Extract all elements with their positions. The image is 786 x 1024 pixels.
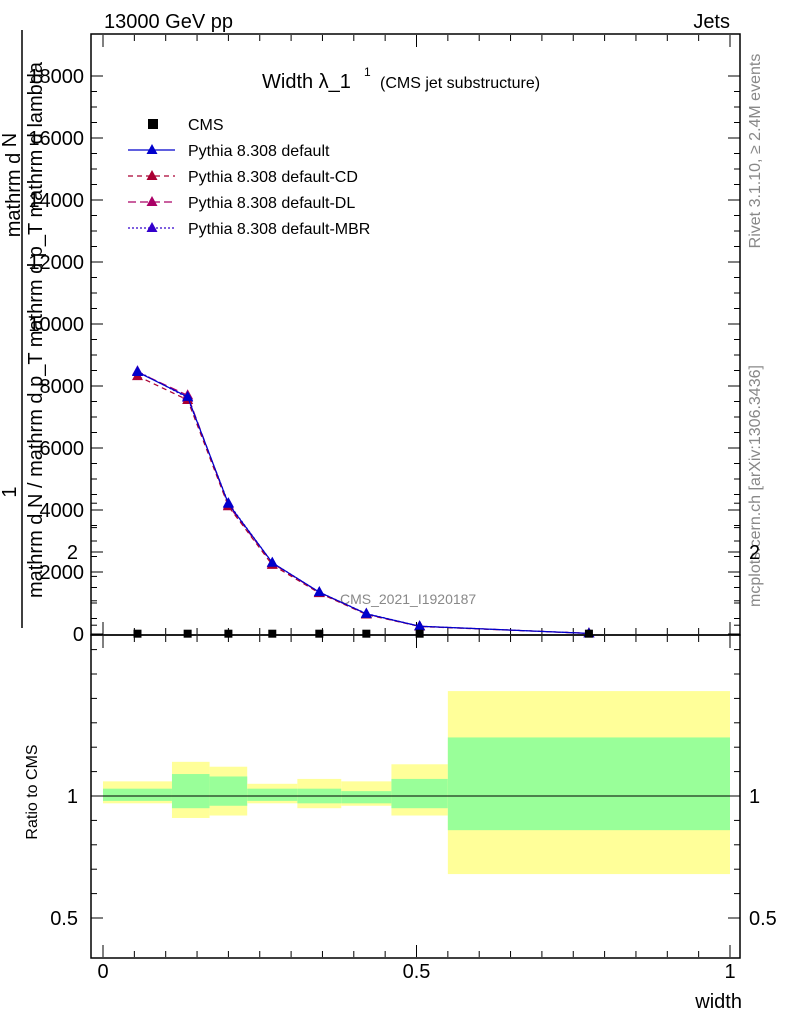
main-y-tick-label: 12000 (28, 252, 84, 274)
main-series (131, 365, 595, 638)
data-point-marker (315, 629, 324, 638)
ratio-stat-band (209, 776, 248, 806)
legend-label: Pythia 8.308 default (188, 143, 330, 160)
main-y-ticks: 0 2000 4000 6000 8000 10000 12000 14000 16000 180… (28, 66, 740, 646)
title-sup: 1 (364, 65, 371, 79)
main-x-ticks (102, 35, 731, 634)
ratio-stat-band (341, 791, 392, 804)
mcplots-label: mcplots.cern.ch [arXiv:1306.3436] (747, 365, 764, 607)
legend-marker (146, 196, 158, 206)
main-y-tick-label: 0 (73, 624, 84, 646)
title-sub: (CMS jet substructure) (380, 75, 540, 92)
ratio-y-tick-label-right: 0.5 (749, 908, 777, 930)
main-y-tick-label: 2000 (40, 562, 85, 584)
ratio-y-tick-label-left: 1 (67, 786, 78, 808)
y-label-top-1: mathrm d (3, 153, 25, 237)
plot-title: Width λ_1 1 (CMS jet substructure) (262, 65, 540, 93)
ratio-stat-band (103, 788, 172, 801)
series-marker (222, 497, 234, 508)
series-marker (360, 607, 372, 618)
ratio-bands (103, 691, 730, 875)
legend-label: CMS (188, 117, 224, 134)
x-tick-label: 0.5 (403, 961, 431, 983)
series-marker (182, 390, 194, 401)
legend-marker (146, 144, 158, 154)
data-point-marker (415, 629, 424, 638)
legend-marker (146, 222, 158, 232)
legend-label: Pythia 8.308 default-CD (188, 169, 358, 186)
main-y-tick-label: 10000 (28, 314, 84, 336)
main-y-tick-label: 8000 (40, 376, 85, 398)
y-axis-label: 1 mathrm d N / mathrm d p_T mathrm d p_T… (0, 30, 47, 628)
legend-marker (148, 119, 158, 129)
rivet-label: Rivet 3.1.10, ≥ 2.4M events (747, 54, 764, 249)
ratio-stat-band (171, 774, 210, 809)
ratio-stat-band (391, 778, 448, 809)
series-marker (313, 586, 325, 597)
header-right: Jets (693, 11, 730, 33)
analysis-watermark: CMS_2021_I1920187 (340, 591, 476, 607)
main-y-tick-label: 14000 (28, 190, 84, 212)
ratio-y-label: Ratio to CMS (24, 744, 41, 839)
y-label-top-2: N (0, 133, 21, 147)
data-point-marker (268, 629, 277, 638)
data-point-marker (224, 629, 233, 638)
series-marker (266, 556, 278, 567)
ratio-stat-band (247, 788, 298, 801)
main-y-tick-label: 4000 (40, 500, 85, 522)
header-left: 13000 GeV pp (104, 11, 233, 33)
series-marker (131, 366, 143, 377)
legend: CMS Pythia 8.308 default Pythia 8.308 defa… (128, 117, 370, 238)
data-point-marker (362, 629, 371, 638)
legend-marker (146, 170, 158, 180)
ratio-stat-band (447, 737, 730, 831)
title-main: Width λ_1 (262, 71, 351, 93)
legend-label: Pythia 8.308 default-MBR (188, 221, 370, 238)
series-line (137, 371, 589, 634)
ratio-y-tick-label-left: 2 (67, 542, 78, 564)
main-y-tick-label: 16000 (28, 128, 84, 150)
ratio-y-ticks: 0.5 0.5 1 1 2 2 (50, 502, 777, 930)
y-label-num: 1 (0, 486, 21, 497)
ratio-y-tick-label-right: 2 (749, 542, 760, 564)
x-tick-label: 0 (97, 961, 108, 983)
y-label-den: mathrm d N / mathrm d p_T mathrm d p_T m… (25, 61, 47, 598)
ratio-y-tick-label-left: 0.5 (50, 908, 78, 930)
x-axis-label: width (694, 991, 742, 1013)
ratio-x-ticks: 0 0.5 1 (97, 636, 736, 983)
series-line (137, 375, 589, 634)
main-y-tick-label: 18000 (28, 66, 84, 88)
legend-label: Pythia 8.308 default-DL (188, 195, 355, 212)
x-tick-label: 1 (724, 961, 735, 983)
data-point-marker (183, 629, 192, 638)
main-y-tick-label: 6000 (40, 438, 85, 460)
data-point-marker (133, 629, 142, 638)
data-point-marker (584, 629, 593, 638)
series-marker (414, 620, 426, 631)
ratio-y-tick-label-right: 1 (749, 786, 760, 808)
